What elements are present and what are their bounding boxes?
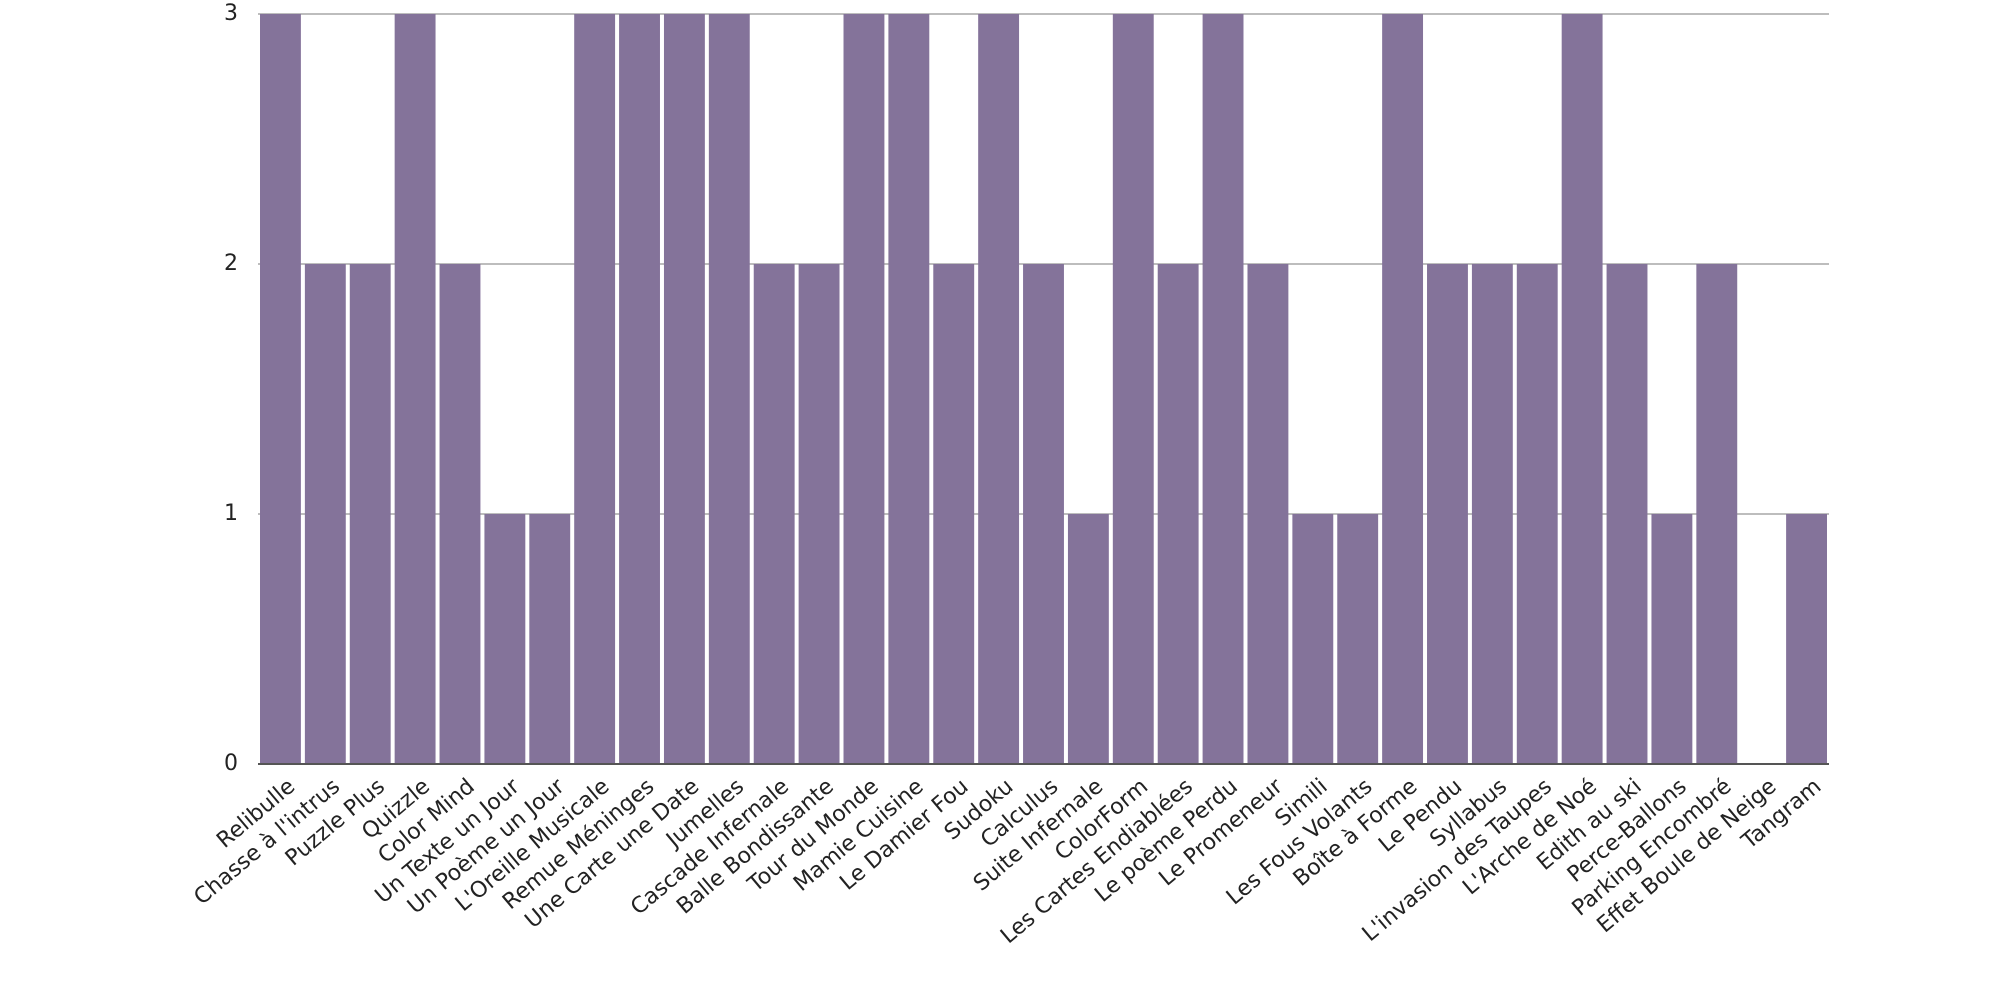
y-tick-label: 1	[224, 501, 238, 526]
bar	[1292, 514, 1334, 764]
bar	[304, 264, 346, 764]
bar	[798, 264, 840, 764]
bar	[1786, 514, 1827, 764]
bar	[1067, 514, 1109, 764]
bar	[260, 14, 301, 764]
bar	[1561, 14, 1603, 764]
bar	[1696, 264, 1738, 764]
y-tick-label: 3	[224, 1, 238, 26]
bar	[574, 14, 616, 764]
bar	[708, 14, 750, 764]
bar	[394, 14, 436, 764]
bar	[1202, 14, 1244, 764]
bar	[1382, 14, 1424, 764]
bar	[1471, 264, 1513, 764]
y-tick-label: 2	[224, 251, 238, 276]
bar	[484, 514, 526, 764]
bar	[439, 264, 481, 764]
bar	[1337, 514, 1379, 764]
bar	[1606, 264, 1648, 764]
bar	[1157, 264, 1199, 764]
bar	[619, 14, 660, 764]
bar	[529, 514, 571, 764]
bar	[1516, 264, 1558, 764]
bar	[933, 264, 975, 764]
bar	[1023, 264, 1064, 764]
bar	[978, 14, 1020, 764]
bar	[1112, 14, 1154, 764]
bar	[349, 264, 391, 764]
y-tick-label: 0	[224, 751, 238, 776]
bar	[753, 264, 795, 764]
bar	[843, 14, 885, 764]
bar	[1247, 264, 1289, 764]
bar	[1427, 264, 1468, 764]
bar	[888, 14, 930, 764]
bar	[1651, 514, 1693, 764]
bar	[663, 14, 705, 764]
